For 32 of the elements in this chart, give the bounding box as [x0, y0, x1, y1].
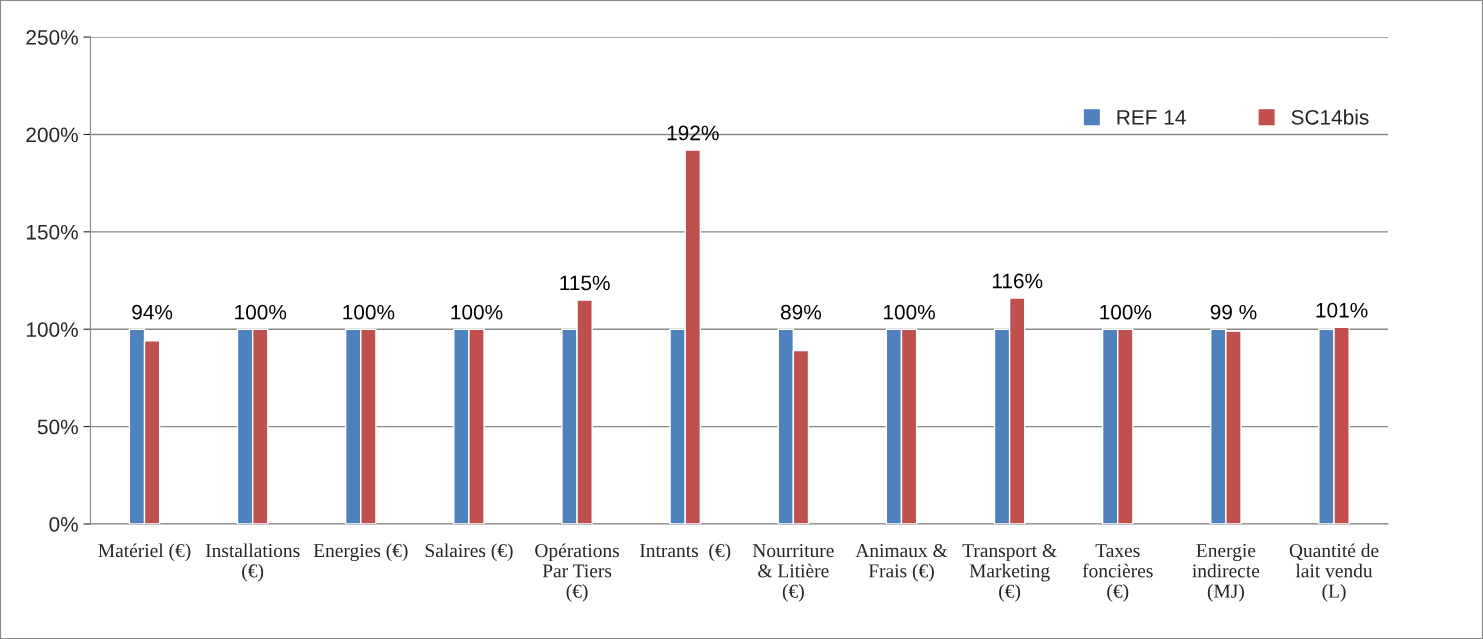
data-label: 100% — [884, 304, 935, 320]
x-tick-label: Quantité de lait vendu (L) — [1289, 543, 1379, 602]
x-tick-label: Salaires (€) — [425, 543, 513, 562]
x-tick-label: Transport & Marketing (€) — [962, 543, 1057, 602]
x-tick-label: Energies (€) — [313, 543, 408, 562]
data-label: 89% — [780, 304, 822, 320]
legend-label: SC14bis — [1291, 109, 1369, 125]
data-label: 99 % — [1210, 304, 1257, 320]
y-tick-label: 50% — [37, 419, 78, 435]
x-tick-label: Installations (€) — [205, 543, 300, 582]
data-label: 100% — [343, 304, 395, 320]
x-tick-label: Intrants (€) — [640, 543, 731, 562]
y-tick-label: 100% — [26, 322, 78, 337]
data-label: 101% — [1316, 302, 1368, 318]
x-tick-label: Opérations Par Tiers (€) — [535, 543, 620, 602]
x-tick-label: Energie indirecte (MJ) — [1192, 543, 1260, 602]
y-tick-label: 200% — [26, 127, 78, 143]
data-label: 115% — [560, 275, 610, 291]
legend-label: REF 14 — [1117, 110, 1186, 125]
x-tick-label: Taxes foncières (€) — [1082, 544, 1153, 602]
data-label: 100% — [451, 304, 503, 320]
data-label: 192% — [667, 125, 719, 141]
data-label: 100% — [1100, 304, 1152, 320]
data-label: 94% — [132, 304, 173, 320]
y-tick-label: 250% — [26, 30, 78, 45]
data-label: 116% — [992, 273, 1043, 289]
data-label: 100% — [235, 304, 287, 320]
y-tick-label: 0% — [49, 516, 78, 532]
y-tick-label: 150% — [26, 224, 78, 240]
x-tick-label: Animaux & Frais (€) — [855, 543, 948, 582]
x-tick-label: Nourriture & Litière (€) — [752, 544, 834, 602]
x-tick-label: Matériel (€) — [98, 543, 191, 562]
